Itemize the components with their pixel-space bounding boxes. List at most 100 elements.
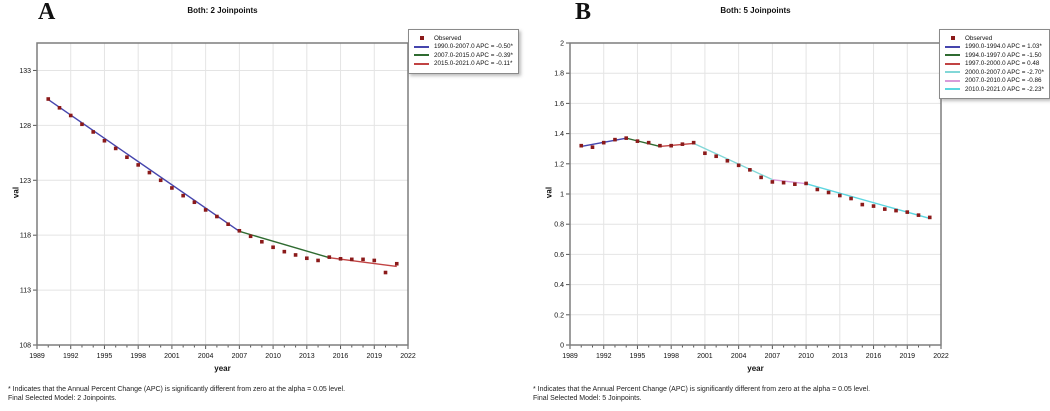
y-tick-label: 0.8: [554, 222, 564, 229]
x-tick-label: 1998: [130, 353, 146, 360]
legend-box-a: Observed 1990.0-2007.0 APC = -0.50* 2007.0…: [408, 29, 519, 74]
apc-segment-line: [772, 178, 807, 185]
x-tick-label: 2019: [366, 353, 382, 360]
observed-point: [601, 140, 606, 145]
observed-point: [158, 178, 163, 183]
y-tick-label: 1.6: [554, 101, 564, 108]
observed-point: [305, 256, 309, 261]
y-tick-label: 2: [560, 41, 564, 48]
x-tick-label: 2019: [899, 353, 915, 360]
legend-entry-label: 1997.0-2000.0 APC = 0.48: [965, 60, 1040, 67]
observed-point: [882, 207, 887, 211]
observed-point: [871, 204, 876, 208]
observed-point: [635, 139, 640, 143]
y-tick-label: 0: [560, 343, 564, 350]
legend-line-sample: [945, 62, 960, 65]
y-tick-label: 1.4: [554, 131, 564, 138]
panel-letter-b: B: [575, 0, 592, 25]
x-tick-label: 1998: [663, 353, 679, 360]
observed-point: [192, 200, 197, 205]
footnote-final-model-b: Final Selected Model: 5 Joinpoints.: [533, 395, 642, 402]
observed-point: [394, 261, 399, 266]
x-tick-label: 1995: [630, 353, 646, 360]
y-tick-label: 133: [19, 68, 31, 75]
footnote-apc-significance-b: * Indicates that the Annual Percent Chan…: [533, 386, 871, 393]
x-axis-label-b: year: [747, 364, 764, 373]
legend-entry: 2007.0-2010.0 APC = -0.86: [945, 77, 1044, 84]
x-tick-label: 2007: [765, 353, 781, 360]
observed-point: [372, 258, 377, 263]
observed-point: [714, 154, 718, 159]
observed-point: [226, 222, 230, 226]
observed-point: [849, 196, 853, 201]
y-axis-label-b: val: [544, 186, 554, 199]
legend-entry: 2007.0-2015.0 APC = -0.39*: [414, 52, 513, 59]
observed-point: [203, 208, 208, 212]
observed-point: [838, 193, 842, 198]
apc-segment-line: [239, 230, 330, 259]
observed-point: [215, 214, 219, 219]
plot-border: [36, 42, 409, 346]
apc-segment-line: [805, 183, 930, 220]
legend-entry: 2015.0-2021.0 APC = -0.11*: [414, 60, 513, 67]
y-tick-label: 123: [19, 178, 31, 185]
x-tick-label: 1995: [97, 353, 113, 360]
legend-line-sample: [414, 54, 429, 56]
legend-line-sample: [414, 45, 429, 48]
observed-point: [736, 163, 741, 168]
y-tick-label: 1.2: [554, 161, 564, 168]
legend-line-sample: [945, 54, 960, 56]
observed-point: [383, 270, 388, 275]
observed-point: [703, 151, 707, 156]
legend-entry: 1990.0-2007.0 APC = -0.50*: [414, 43, 513, 50]
observed-point: [669, 143, 673, 148]
y-tick-label: 128: [19, 123, 31, 130]
x-tick-label: 2022: [933, 353, 949, 360]
observed-point: [181, 193, 185, 198]
observed-point: [361, 257, 365, 262]
x-tick-label: 2001: [164, 353, 180, 360]
observed-point: [680, 142, 685, 146]
legend-box-b: Observed 1990.0-1994.0 APC = 1.03* 1994.0-…: [939, 29, 1050, 99]
observed-point: [46, 97, 51, 101]
legend-line-sample: [945, 79, 960, 82]
x-tick-label: 2013: [299, 353, 315, 360]
y-tick-label: 118: [20, 233, 31, 240]
plot-border: [569, 42, 942, 346]
x-tick-label: 2010: [798, 353, 814, 360]
legend-entry: 1990.0-1994.0 APC = 1.03*: [945, 43, 1044, 50]
panel-letter-a: A: [38, 0, 56, 25]
observed-point: [338, 256, 343, 261]
legend-entry-label: 1994.0-1997.0 APC = -1.50: [965, 51, 1042, 59]
legend-observed-label: Observed: [434, 34, 462, 42]
y-tick-label: 0.2: [554, 312, 564, 319]
legend-observed-row: Observed: [414, 35, 513, 42]
observed-point: [916, 213, 921, 217]
x-tick-label: 2022: [400, 353, 416, 360]
observed-point: [271, 245, 275, 250]
x-tick-label: 2016: [333, 353, 349, 360]
x-tick-label: 2010: [265, 353, 281, 360]
legend-entry: 1997.0-2000.0 APC = 0.48: [945, 60, 1044, 67]
observed-point: [147, 170, 152, 175]
legend-entry-label: 2015.0-2021.0 APC = -0.11*: [434, 60, 513, 67]
observed-point: [815, 187, 820, 192]
chart-title-b: Both: 5 Joinpoints: [720, 6, 791, 15]
observed-point: [894, 208, 898, 213]
observed-point: [860, 202, 865, 207]
observed-point: [646, 140, 651, 145]
apc-segment-line: [626, 137, 661, 148]
apc-segment-line: [659, 142, 694, 148]
legend-entry-label: 1990.0-1994.0 APC = 1.03*: [965, 43, 1042, 50]
y-tick-label: 1.8: [554, 71, 564, 78]
observed-point: [237, 228, 242, 233]
legend-entry-label: 2007.0-2015.0 APC = -0.39*: [434, 51, 513, 59]
observed-point: [113, 146, 118, 151]
joinpoint-panel-a: A Both: 2 Joinpoints val 1989 1992 1995 199…: [8, 0, 519, 402]
legend-line-sample: [945, 88, 960, 90]
y-tick-label: 0.6: [554, 252, 564, 259]
joinpoint-chart-b: 1989 1992 1995 1998 2001 2004 2007 2010 2013 2016…: [554, 41, 949, 361]
joinpoint-panel-b: B Both: 5 Joinpoints val 1989 1992 1995 199…: [525, 0, 1050, 411]
observed-point: [68, 113, 73, 118]
observed-point: [125, 155, 129, 160]
